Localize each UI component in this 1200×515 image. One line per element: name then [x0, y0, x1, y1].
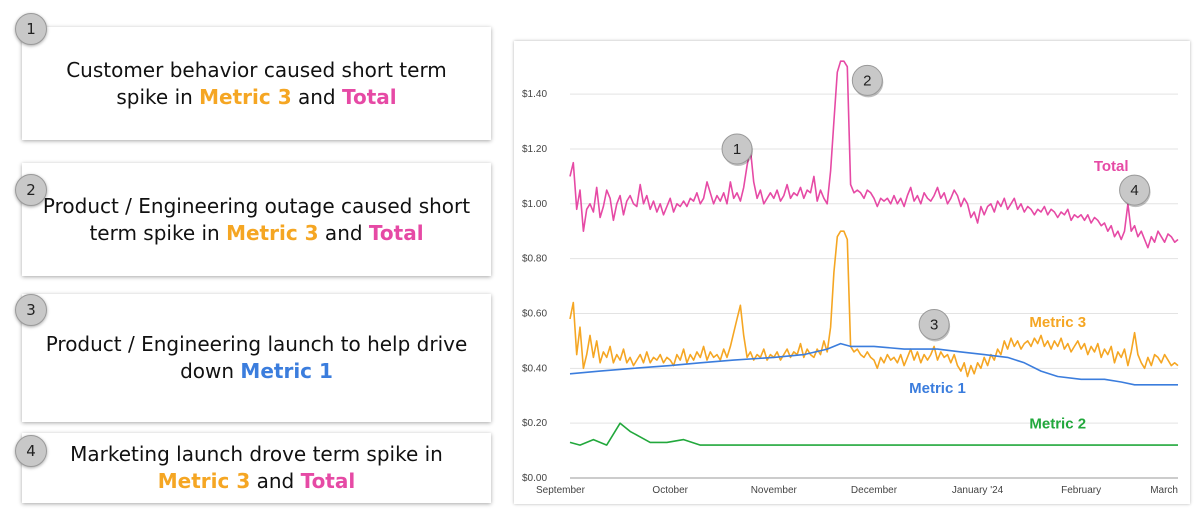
annotation-badge-3: 3 — [15, 294, 47, 326]
series-line-metric-1 — [569, 342, 1178, 386]
x-tick-label: October — [652, 485, 688, 496]
x-tick-label: November — [751, 485, 798, 496]
y-tick-label: $0.40 — [522, 363, 547, 374]
series-line-metric-2 — [569, 422, 1178, 446]
annotation-card-2: Product / Engineering outage caused shor… — [22, 163, 491, 276]
annotation-badge-4: 4 — [15, 435, 47, 467]
callout-circle-2 — [851, 64, 883, 96]
annotation-text-segment: Marketing launch drove term spike in — [70, 442, 443, 466]
highlight-total: Total — [300, 469, 356, 493]
highlight-metric3: Metric 3 — [157, 469, 251, 493]
highlight-total: Total — [341, 84, 397, 109]
x-tick-label: January '24 — [952, 485, 1004, 496]
y-tick-label: $0.20 — [522, 418, 547, 429]
annotation-badge-2: 2 — [15, 174, 47, 206]
annotation-text-segment: and — [250, 469, 301, 493]
annotation-text-segment: Product / Engineering launch to help dri… — [45, 332, 468, 356]
annotation-text-4: Marketing launch drove term spike in Metr… — [70, 441, 443, 495]
callout-circle-3 — [918, 308, 950, 340]
annotation-card-4: Marketing launch drove term spike in Metr… — [22, 433, 491, 503]
annotation-text-segment: and — [318, 220, 369, 245]
series-label-total: Total — [1094, 158, 1129, 175]
highlight-metric3: Metric 3 — [226, 220, 319, 245]
annotation-text-segment: Product / Engineering outage caused shor… — [42, 193, 471, 218]
chart-panel: $0.00 $0.20 $0.40 $0.60 $0.80 $1.00 $1.20 $1.40… — [514, 41, 1190, 504]
callout-number-3: 3 — [930, 316, 938, 333]
series-label-metric-3: Metric 3 — [1029, 314, 1086, 331]
annotation-text-1: Customer behavior caused short term spike… — [66, 57, 447, 111]
annotation-text-segment: spike in — [116, 84, 200, 109]
annotation-text-3: Product / Engineering launch to help dri… — [46, 331, 468, 385]
x-tick-label: February — [1061, 485, 1101, 496]
highlight-metric3: Metric 3 — [199, 84, 292, 109]
callout-number-2: 2 — [863, 72, 871, 89]
y-tick-label: $1.00 — [522, 199, 547, 210]
annotation-badge-1: 1 — [15, 13, 47, 45]
series-label-metric-2: Metric 2 — [1029, 416, 1086, 433]
x-tick-label: December — [851, 485, 898, 496]
x-tick-label: September — [536, 485, 586, 496]
highlight-total: Total — [368, 220, 424, 245]
y-tick-label: $1.40 — [522, 89, 547, 100]
y-tick-label: $0.60 — [522, 308, 547, 319]
y-tick-label: $0.80 — [522, 254, 547, 265]
x-tick-label: March — [1150, 485, 1178, 496]
y-tick-label: $0.00 — [522, 473, 547, 484]
annotation-text-segment: term spike in — [89, 220, 227, 245]
annotation-card-1: Customer behavior caused short term spike… — [22, 27, 491, 140]
callout-number-4: 4 — [1130, 182, 1138, 199]
series-label-metric-1: Metric 1 — [909, 380, 966, 397]
annotation-card-3: Product / Engineering launch to help dri… — [22, 294, 491, 422]
annotation-text-segment: down — [180, 359, 241, 383]
highlight-metric1: Metric 1 — [240, 359, 333, 383]
callout-circle-4 — [1119, 174, 1151, 206]
series-line-metric-3 — [569, 230, 1179, 378]
line-chart: $0.00 $0.20 $0.40 $0.60 $0.80 $1.00 $1.20 $1.40… — [522, 60, 1179, 496]
series-line-total — [569, 60, 1179, 249]
y-tick-label: $1.20 — [522, 144, 547, 155]
callout-circle-1 — [721, 133, 753, 165]
annotation-text-segment: and — [291, 84, 342, 109]
callout-number-1: 1 — [733, 141, 741, 158]
annotation-text-2: Product / Engineering outage caused shor… — [43, 193, 470, 247]
annotation-text-segment: Customer behavior caused short term — [66, 57, 447, 82]
